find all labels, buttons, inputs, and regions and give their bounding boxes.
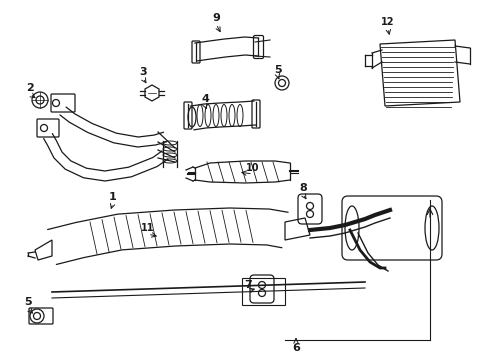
Text: 5: 5: [24, 297, 32, 307]
Text: 2: 2: [26, 83, 34, 93]
Text: 12: 12: [381, 17, 394, 27]
Text: 3: 3: [139, 67, 146, 77]
Text: 8: 8: [299, 183, 306, 193]
Text: 10: 10: [246, 163, 259, 173]
Text: 11: 11: [141, 223, 154, 233]
Text: 5: 5: [274, 65, 281, 75]
Text: 6: 6: [291, 343, 299, 353]
Text: 9: 9: [212, 13, 220, 23]
Text: 4: 4: [201, 94, 208, 104]
Text: 1: 1: [109, 192, 117, 202]
Text: 7: 7: [244, 280, 251, 290]
